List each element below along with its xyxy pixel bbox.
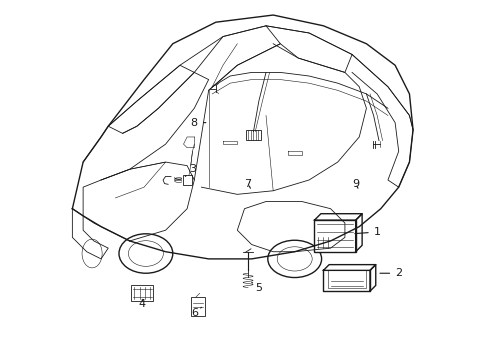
Text: 6: 6 <box>190 307 201 318</box>
Text: 9: 9 <box>351 179 359 189</box>
Text: 8: 8 <box>190 118 205 128</box>
Text: 5: 5 <box>251 282 262 293</box>
FancyBboxPatch shape <box>313 220 355 252</box>
FancyBboxPatch shape <box>131 285 153 301</box>
Text: 2: 2 <box>379 268 402 278</box>
Text: 3: 3 <box>185 164 196 176</box>
Text: 1: 1 <box>354 227 380 237</box>
Text: 4: 4 <box>139 299 145 309</box>
FancyBboxPatch shape <box>190 297 204 316</box>
Text: 7: 7 <box>244 179 251 189</box>
